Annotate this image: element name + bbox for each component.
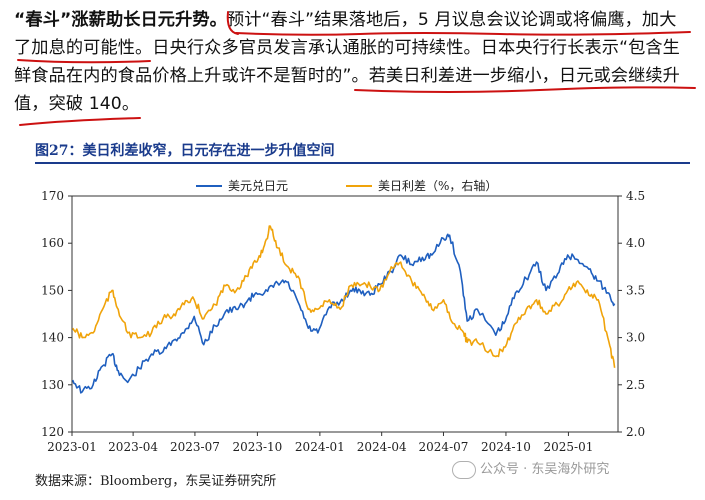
paragraph-line-1: “春斗”涨薪助长日元升势。预计“春斗”结果落地后，5 月议息会议论调或将偏鹰，加… [14, 6, 694, 34]
right-tick-label: 3.5 [626, 283, 645, 297]
right-tick-label: 4.0 [626, 236, 645, 250]
right-tick-label: 4.5 [626, 189, 645, 203]
paragraph-line-4: 值，突破 140。 [14, 94, 140, 114]
right-tick-label: 3.0 [626, 331, 645, 345]
intro-paragraph: “春斗”涨薪助长日元升势。预计“春斗”结果落地后，5 月议息会议论调或将偏鹰，加… [14, 6, 694, 118]
plot-frame [71, 195, 619, 433]
x-tick-label: 2023-07 [170, 440, 220, 454]
figure-source: 数据来源：Bloomberg，东吴证券研究所 [35, 474, 277, 489]
wechat-icon [452, 460, 476, 479]
watermark-text: 公众号 · 东吴海外研究 [480, 462, 610, 477]
left-tick-label: 170 [41, 189, 64, 203]
spread-series-line [72, 225, 616, 368]
figure-title-rule [35, 162, 690, 164]
right-tick-label: 2.5 [626, 378, 645, 392]
figure-title: 图27：美日利差收窄，日元存在进一步升值空间 [35, 143, 335, 159]
left-tick-label: 150 [41, 283, 64, 297]
x-tick-label: 2024-04 [357, 440, 407, 454]
left-tick-label: 130 [41, 378, 64, 392]
right-tick-label: 2.0 [626, 425, 645, 439]
left-tick-label: 160 [41, 236, 64, 250]
x-tick-label: 2025-01 [543, 440, 593, 454]
usdjpy-series-line [71, 233, 616, 394]
line1-rest: 预计“春斗”结果落地后，5 月议息会议论调或将偏鹰，加大 [226, 10, 677, 30]
x-tick-label: 2024-10 [481, 440, 531, 454]
ink-underline-4 [19, 117, 141, 126]
x-tick-label: 2024-01 [295, 440, 345, 454]
left-tick-label: 120 [41, 425, 64, 439]
legend-label: 美日利差（%，右轴） [378, 178, 497, 193]
x-tick-label: 2024-07 [419, 440, 469, 454]
paragraph-line-3: 鲜食品在内的食品价格上升或许不是暂时的”。若美日利差进一步缩小，日元或会继续升 [14, 66, 680, 86]
x-tick-label: 2023-04 [108, 440, 158, 454]
legend-label: 美元兑日元 [228, 179, 288, 193]
x-tick-label: 2023-10 [232, 440, 282, 454]
x-tick-label: 2023-01 [47, 440, 97, 454]
bold-lead: “春斗”涨薪助长日元升势。 [14, 10, 227, 30]
paragraph-line-2: 了加息的可能性。日央行众多官员发言承认通胀的可持续性。日本央行行长表示“包含生 [14, 38, 680, 58]
watermark: 公众号 · 东吴海外研究 [452, 458, 609, 479]
usdjpy-spread-chart: 120 130 140 150 160 170 2.0 2.5 3.0 3.5 4.0 4.5 2023… [41, 178, 645, 454]
left-tick-label: 140 [41, 331, 64, 345]
